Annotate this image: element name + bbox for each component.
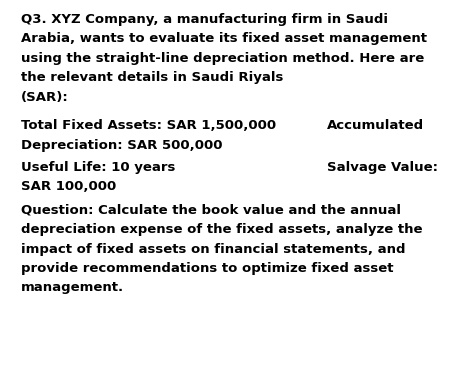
Text: depreciation expense of the fixed assets, analyze the: depreciation expense of the fixed assets… bbox=[21, 223, 422, 236]
Text: impact of fixed assets on financial statements, and: impact of fixed assets on financial stat… bbox=[21, 242, 406, 256]
Text: Question: Calculate the book value and the annual: Question: Calculate the book value and t… bbox=[21, 204, 401, 217]
Text: Q3. XYZ Company, a manufacturing firm in Saudi: Q3. XYZ Company, a manufacturing firm in… bbox=[21, 13, 388, 26]
Text: Total Fixed Assets: SAR 1,500,000: Total Fixed Assets: SAR 1,500,000 bbox=[21, 119, 276, 132]
Text: Depreciation: SAR 500,000: Depreciation: SAR 500,000 bbox=[21, 139, 223, 152]
Text: Arabia, wants to evaluate its fixed asset management: Arabia, wants to evaluate its fixed asse… bbox=[21, 32, 427, 46]
Text: the relevant details in Saudi Riyals: the relevant details in Saudi Riyals bbox=[21, 71, 284, 84]
Text: (SAR):: (SAR): bbox=[21, 91, 69, 104]
Text: Salvage Value:: Salvage Value: bbox=[327, 161, 439, 174]
Text: provide recommendations to optimize fixed asset: provide recommendations to optimize fixe… bbox=[21, 262, 394, 275]
Text: using the straight-line depreciation method. Here are: using the straight-line depreciation met… bbox=[21, 52, 424, 65]
Text: management.: management. bbox=[21, 281, 124, 294]
Text: Useful Life: 10 years: Useful Life: 10 years bbox=[21, 161, 176, 174]
Text: Accumulated: Accumulated bbox=[327, 119, 424, 132]
Text: SAR 100,000: SAR 100,000 bbox=[21, 181, 116, 194]
